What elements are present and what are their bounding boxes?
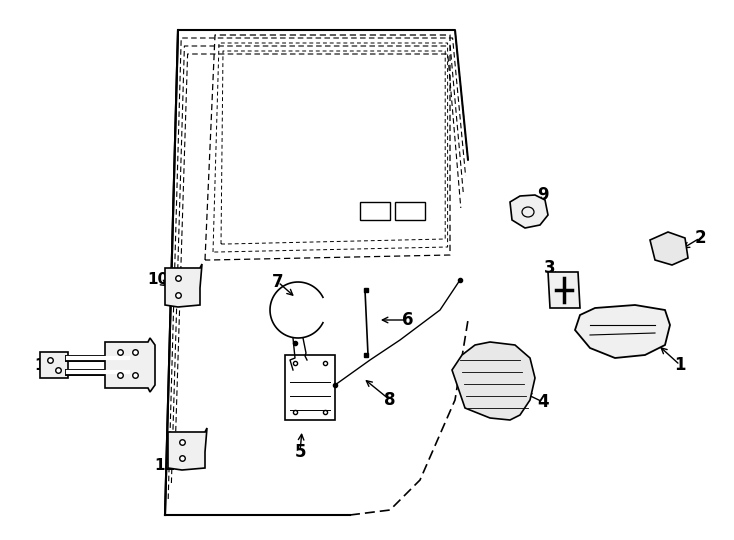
Polygon shape xyxy=(650,232,688,265)
FancyBboxPatch shape xyxy=(285,355,335,420)
Text: 5: 5 xyxy=(294,443,306,461)
Text: 12: 12 xyxy=(34,357,56,373)
Text: 9: 9 xyxy=(537,186,549,204)
Text: 2: 2 xyxy=(694,229,706,247)
Polygon shape xyxy=(452,342,535,420)
Text: 3: 3 xyxy=(544,259,556,277)
Text: 10: 10 xyxy=(148,273,169,287)
Polygon shape xyxy=(165,264,202,307)
Text: 1: 1 xyxy=(675,356,686,374)
Polygon shape xyxy=(510,195,548,228)
Polygon shape xyxy=(105,338,155,392)
Text: 7: 7 xyxy=(272,273,284,291)
Text: 11: 11 xyxy=(154,457,175,472)
Text: 6: 6 xyxy=(402,311,414,329)
Polygon shape xyxy=(168,428,207,470)
Polygon shape xyxy=(575,305,670,358)
Text: 4: 4 xyxy=(537,393,549,411)
Text: 8: 8 xyxy=(385,391,396,409)
Polygon shape xyxy=(548,272,580,308)
Polygon shape xyxy=(40,352,68,378)
